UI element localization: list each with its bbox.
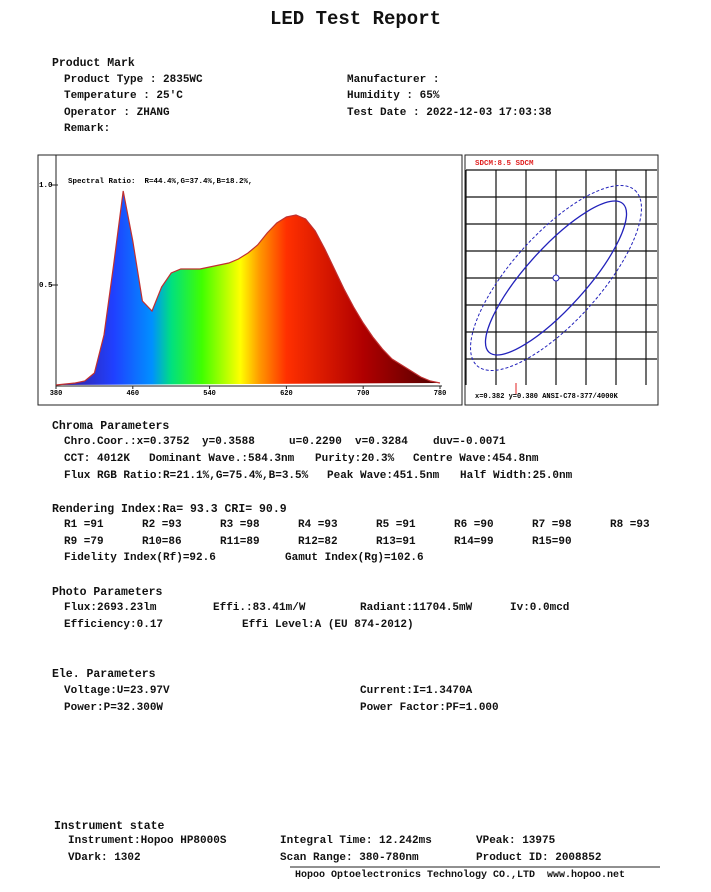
- spectrum-frame: [37, 154, 463, 406]
- field: Half Width:25.0nm: [460, 470, 573, 482]
- footer-text: Hopoo Optoelectronics Technology CO.,LTD…: [295, 870, 626, 881]
- cri-value: R6 =90: [454, 519, 494, 531]
- cri-value: R3 =98: [220, 519, 260, 531]
- field: Humidity : 65%: [347, 90, 440, 102]
- field: Effi Level:A (EU 874-2012): [242, 619, 414, 631]
- field: Power Factor:PF=1.000: [360, 702, 499, 714]
- section-heading: Rendering Index:Ra= 93.3 CRI= 90.9: [52, 503, 287, 516]
- field: u=0.2290: [289, 436, 342, 448]
- y-tick-label: 0.5: [39, 282, 53, 290]
- field: Gamut Index(Rg)=102.6: [285, 552, 424, 564]
- sdcm-coords: x=0.382 y=0.380 ANSI-C78-377/4000K: [475, 393, 619, 401]
- field: Centre Wave:454.8nm: [413, 453, 539, 465]
- field: Fidelity Index(Rf)=92.6: [64, 552, 216, 564]
- spectrum-curve: [55, 190, 441, 386]
- x-tick-label: 540: [203, 390, 216, 398]
- sdcm-center: [552, 274, 560, 282]
- x-tick-label: 780: [434, 390, 447, 398]
- field: Dominant Wave.:584.3nm: [149, 453, 295, 465]
- field: Chro.Coor.:x=0.3752: [64, 436, 190, 448]
- sdcm-frame: [464, 154, 659, 406]
- field: Integral Time: 12.242ms: [280, 835, 432, 847]
- cri-value: R14=99: [454, 536, 494, 548]
- section-heading: Instrument state: [54, 820, 165, 833]
- y-tick-label: 1.0: [39, 182, 53, 190]
- field: Purity:20.3%: [315, 453, 395, 465]
- field: Instrument:Hopoo HP8000S: [68, 835, 227, 847]
- cri-value: R4 =93: [298, 519, 338, 531]
- field: Product Type : 2835WC: [64, 74, 203, 86]
- field: Product ID: 2008852: [476, 852, 602, 864]
- section-heading: Photo Parameters: [52, 586, 163, 599]
- field: Manufacturer :: [347, 74, 440, 86]
- field: duv=-0.0071: [433, 436, 506, 448]
- field: VDark: 1302: [68, 852, 141, 864]
- cri-value: R13=91: [376, 536, 416, 548]
- field: y=0.3588: [202, 436, 255, 448]
- field: Test Date : 2022-12-03 17:03:38: [347, 107, 552, 119]
- field: Scan Range: 380-780nm: [280, 852, 419, 864]
- x-tick-label: 380: [50, 390, 63, 398]
- sdcm-label: SDCM:8.5 SDCM: [475, 160, 534, 168]
- sdcm-plot: SDCM:8.5 SDCM x=0.382 y=0.380 ANSI-C78-37…: [465, 160, 657, 401]
- field: Peak Wave:451.5nm: [327, 470, 440, 482]
- section-heading: Ele. Parameters: [52, 668, 156, 681]
- sdcm-outer-ellipse: [470, 184, 642, 372]
- field: Flux:2693.23lm: [64, 602, 157, 614]
- field: Temperature : 25'C: [64, 90, 183, 102]
- field: Radiant:11704.5mW: [360, 602, 473, 614]
- cri-value: R10=86: [142, 536, 182, 548]
- sdcm-inner-ellipse: [484, 200, 628, 356]
- cri-value: R11=89: [220, 536, 260, 548]
- field: Remark:: [64, 123, 111, 135]
- report-title: LED Test Report: [269, 8, 442, 30]
- field: v=0.3284: [355, 436, 408, 448]
- field: Iv:0.0mcd: [510, 602, 570, 614]
- cri-value: R12=82: [298, 536, 338, 548]
- x-tick-label: 700: [357, 390, 370, 398]
- cri-value: R8 =93: [610, 519, 650, 531]
- section-heading: Chroma Parameters: [52, 420, 170, 433]
- field: Current:I=1.3470A: [360, 685, 473, 697]
- cri-value: R2 =93: [142, 519, 182, 531]
- x-tick-label: 620: [280, 390, 293, 398]
- cri-value: R9 =79: [64, 536, 104, 548]
- field: CCT: 4012K: [64, 453, 131, 465]
- field: Voltage:U=23.97V: [64, 685, 170, 697]
- field: Power:P=32.300W: [64, 702, 164, 714]
- field: Flux RGB Ratio:R=21.1%,G=75.4%,B=3.5%: [64, 470, 309, 482]
- section-heading: Product Mark: [52, 57, 135, 70]
- x-tick-label: 460: [126, 390, 139, 398]
- cri-value: R7 =98: [532, 519, 572, 531]
- field: VPeak: 13975: [476, 835, 556, 847]
- cri-value: R1 =91: [64, 519, 104, 531]
- field: Effi.:83.41m/W: [213, 602, 306, 614]
- cri-value: R5 =91: [376, 519, 416, 531]
- field: Operator : ZHANG: [64, 107, 170, 119]
- cri-value: R15=90: [532, 536, 572, 548]
- field: Efficiency:0.17: [64, 619, 164, 631]
- chart-subtitle: Spectral Ratio: R=44.4%,G=37.4%,B=18.2%,: [68, 178, 253, 186]
